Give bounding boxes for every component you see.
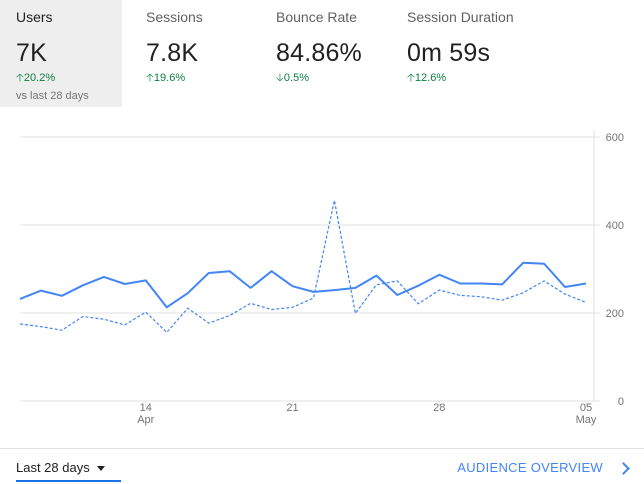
tab-bounce-rate[interactable]: Bounce Rate 84.86% 🡣0.5% <box>260 0 382 107</box>
x-tick-sublabel: Apr <box>137 414 154 426</box>
metric-value: 7.8K <box>146 39 199 67</box>
metric-delta: 🡡19.6% <box>146 72 186 84</box>
y-tick-label: 0 <box>618 396 624 408</box>
tab-users[interactable]: Users 7K 🡡20.2% vs last 28 days <box>0 0 122 107</box>
chevron-right-icon <box>617 461 630 475</box>
y-tick-label: 600 <box>606 132 624 144</box>
y-tick-label: 200 <box>606 308 624 320</box>
x-tick-sublabel: May <box>576 414 597 426</box>
x-tick-label: 05 <box>580 402 592 414</box>
line-chart: 0 200 400 600 14 Apr 21 28 05 May <box>0 120 644 440</box>
current-period-line <box>19 261 587 309</box>
tab-label: Session Duration <box>407 9 514 25</box>
metric-delta: 🡡12.6% <box>407 72 447 84</box>
caret-down-icon <box>97 466 105 471</box>
arrow-up-icon: 🡡 <box>16 72 24 84</box>
audience-overview-label: AUDIENCE OVERVIEW <box>457 460 603 475</box>
card-footer: Last 28 days AUDIENCE OVERVIEW <box>0 448 644 484</box>
tab-label: Users <box>16 9 53 25</box>
metric-delta: 🡣0.5% <box>276 72 309 84</box>
arrow-down-icon: 🡣 <box>276 72 284 84</box>
x-tick-label: 28 <box>433 402 445 414</box>
date-range-dropdown[interactable]: Last 28 days <box>16 458 121 482</box>
metric-delta: 🡡20.2% <box>16 72 56 84</box>
metric-value: 84.86% <box>276 39 362 67</box>
arrow-up-icon: 🡡 <box>146 72 154 84</box>
x-tick-label: 14 <box>140 402 152 414</box>
comparison-label: vs last 28 days <box>16 90 89 102</box>
date-range-label: Last 28 days <box>16 460 90 475</box>
y-tick-label: 400 <box>606 220 624 232</box>
arrow-up-icon: 🡡 <box>407 72 415 84</box>
metric-value: 7K <box>16 39 47 67</box>
tab-sessions[interactable]: Sessions 7.8K 🡡19.6% <box>130 0 252 107</box>
previous-period-line <box>19 199 587 333</box>
metric-tabs: Users 7K 🡡20.2% vs last 28 days Sessions… <box>0 0 644 107</box>
tab-label: Bounce Rate <box>276 9 357 25</box>
x-tick-label: 21 <box>286 402 298 414</box>
metric-value: 0m 59s <box>407 39 491 67</box>
tab-session-duration[interactable]: Session Duration 0m 59s 🡡12.6% <box>391 0 541 107</box>
audience-overview-link[interactable]: AUDIENCE OVERVIEW <box>457 460 630 475</box>
tab-label: Sessions <box>146 9 203 25</box>
